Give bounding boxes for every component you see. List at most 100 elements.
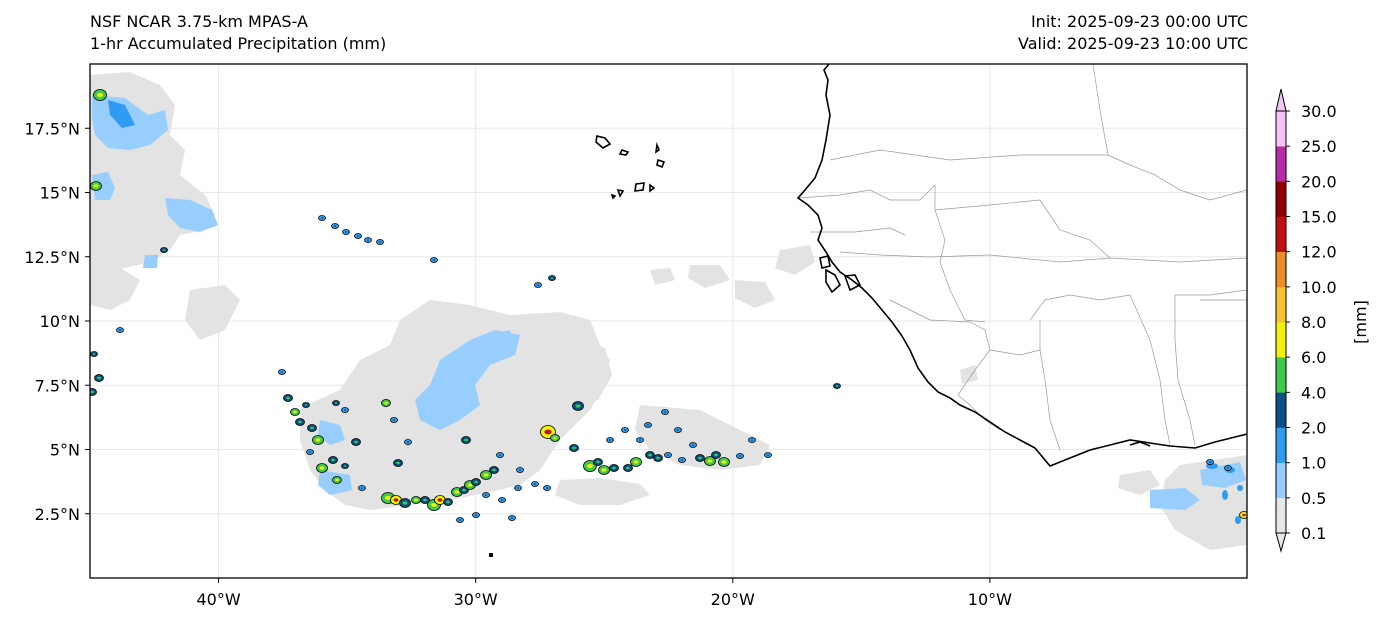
country-borders [797,64,1247,451]
storm-cell-core [331,458,335,462]
storm-cell-core [97,93,103,97]
gridlines [90,64,1247,578]
storm-cell-core [464,438,468,442]
storm-cell-core [1242,513,1246,517]
storm-cell-core [714,453,718,457]
storm-cell-core [633,460,639,464]
storm-cell-core [484,494,488,496]
lon-tick-label: 20°W [711,590,755,609]
init-time: Init: 2025-09-23 00:00 UTC [1030,12,1248,31]
storm-cell-core [431,503,437,507]
storm-cell-core [1226,467,1230,469]
colorbar-extend-min [1275,532,1287,553]
colorbar-tick-label: 20.0 [1301,172,1337,191]
lat-tick-label: 5°N [50,441,80,460]
storm-cell-core [293,410,297,414]
small-island [489,553,493,557]
storm-cell-core [454,490,460,494]
storm-cell-core [462,488,466,492]
storm-cell-core [406,441,410,443]
storm-cell-core [626,466,630,470]
storm-cell-core [378,241,382,243]
storm-cell-core [608,439,612,441]
storm-cell-core [536,284,540,286]
lon-tick-label: 40°W [196,590,240,609]
colorbar-units-label: [mm] [1351,300,1370,344]
storm-cell-core [545,487,549,489]
colorbar-tick-label: 30.0 [1301,102,1337,121]
storm-cell-core [498,454,502,456]
coastline [595,64,1247,467]
storm-cell-core [648,453,652,457]
storm-cell-core [766,454,770,456]
storm-cell-core [656,456,660,460]
colorbar-tick-label: 4.0 [1301,383,1326,402]
storm-cell-core [308,451,312,453]
storm-cell-core [280,371,284,373]
colorbar-segment [1276,462,1286,499]
colorbar-segment [1276,427,1286,463]
storm-cell-core [510,517,514,519]
storm-cell-core [575,404,581,408]
storm-cell-core [596,460,600,464]
storm-cell-core [572,446,576,450]
storm-cell-core [518,469,522,471]
storm-cell-core [118,329,122,331]
colorbar-tick-label: 2.0 [1301,419,1326,438]
storm-cell-core [663,411,667,413]
storm-cell-core [319,466,325,470]
storm-cell-core [553,436,557,440]
colorbar-segment [1276,497,1286,534]
colorbar-tick-label: 6.0 [1301,348,1326,367]
lat-tick-label: 2.5°N [35,505,80,524]
field-title: 1-hr Accumulated Precipitation (mm) [90,34,387,53]
storm-cell-core [97,376,101,380]
map-area [90,64,1247,578]
storm-cell-core [750,439,754,441]
storm-cell-core [298,420,302,424]
storm-cell-core [356,235,360,237]
storm-cell-core [286,396,290,400]
colorbar-tick-label: 0.5 [1301,489,1326,508]
storm-cell-core [680,459,684,461]
colorbar-segment [1276,322,1286,358]
storm-cell-core [721,460,727,464]
storm-cell-core [392,419,396,421]
colorbar-tick-label: 12.0 [1301,243,1337,262]
storm-cell-core [638,439,642,441]
storm-cell-core [707,459,713,463]
storm-cell-core [623,429,627,431]
storm-cell-core [738,455,742,457]
storm-cell-core [544,429,552,435]
lat-tick-label: 17.5°N [24,119,80,138]
storm-cell-core [612,466,616,470]
storm-cell-core [90,390,94,394]
colorbar-segment [1276,251,1286,288]
lat-tick-label: 12.5°N [24,248,80,267]
storm-cell-core [366,239,370,241]
colorbar-segment [1276,392,1286,428]
colorbar-segment [1276,111,1286,147]
storm-cell-core [483,473,489,477]
title-block-right: Init: 2025-09-23 00:00 UTC Valid: 2025-0… [1018,11,1248,55]
colorbar-tick-label: 0.1 [1301,524,1326,543]
storm-cell-core [646,424,650,426]
colorbar-tick-label: 8.0 [1301,313,1326,332]
colorbar-tick-label: 15.0 [1301,208,1337,227]
colorbar-segment [1276,357,1286,393]
storm-cell-core [343,409,347,411]
storm-cell-core [354,440,358,444]
storm-cell-core [360,487,364,489]
storm-cell-core [315,438,321,442]
storm-cell-core [402,501,408,505]
storm-cell-core [1208,461,1212,463]
storm-cell-core [587,464,593,468]
storm-cell-core [92,353,96,355]
storm-cell-core [676,429,680,431]
storm-cell-core [304,404,308,406]
colorbar-segment [1276,216,1286,252]
storm-cell-core [533,483,537,485]
storm-cell-core [550,277,554,279]
storm-cell-core [385,496,391,500]
storm-cell-core [458,519,462,521]
